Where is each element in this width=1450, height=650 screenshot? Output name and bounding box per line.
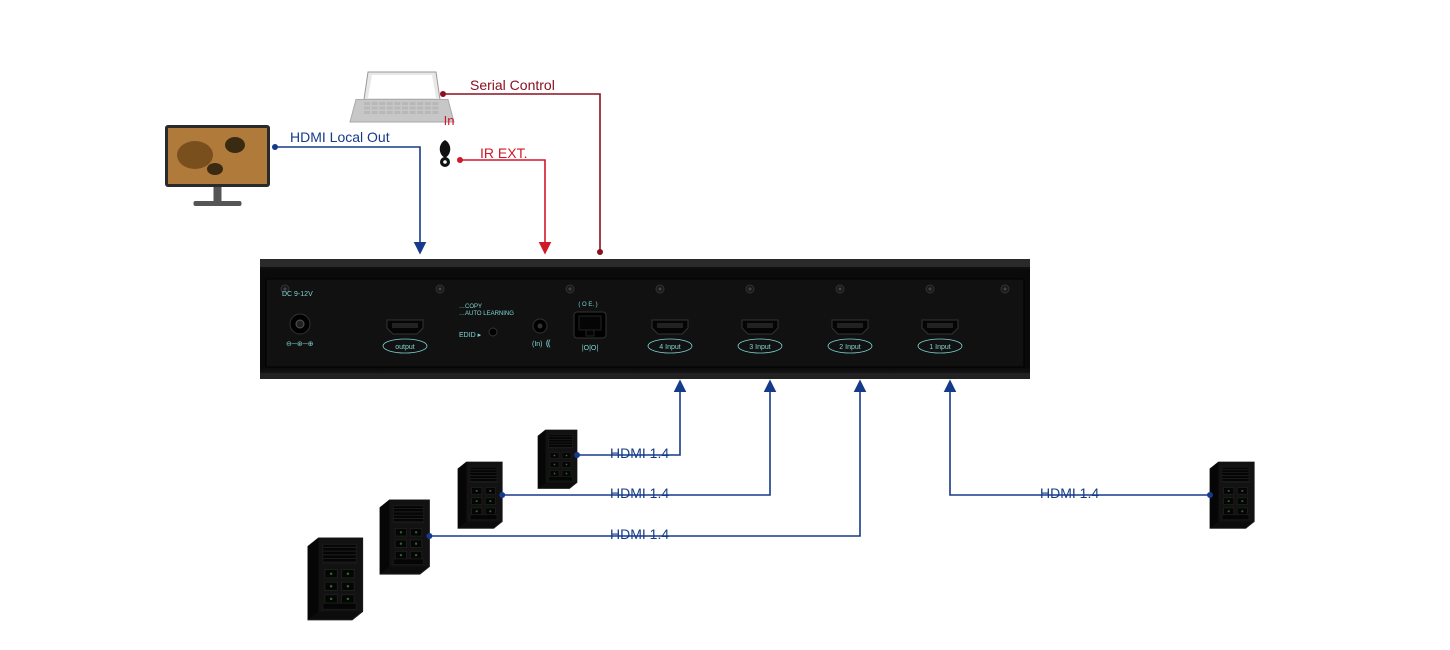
svg-text:2 Input: 2 Input <box>839 344 860 351</box>
edid-switch <box>489 328 497 336</box>
label-ir-ext: IR EXT. <box>480 145 527 161</box>
label-hdmi14-2: HDMI 1.4 <box>610 485 669 501</box>
label-hdmi-local-out: HDMI Local Out <box>290 129 390 145</box>
svg-text:…AUTO LEARNING: …AUTO LEARNING <box>459 311 514 317</box>
svg-text:⸨: ⸨ <box>546 338 551 348</box>
svg-text:…COPY: …COPY <box>459 304 482 310</box>
label-serial-control: Serial Control <box>470 77 555 93</box>
svg-text:1 Input: 1 Input <box>929 344 950 351</box>
svg-text:⊖─⊛─⊕: ⊖─⊛─⊕ <box>286 341 314 348</box>
svg-text:3 Input: 3 Input <box>749 344 770 351</box>
label-ir-in: In <box>444 113 455 128</box>
label-hdmi14-1: HDMI 1.4 <box>610 445 669 461</box>
label-hdmi14-3: HDMI 1.4 <box>610 526 669 542</box>
svg-text:|O|O|: |O|O| <box>582 345 599 352</box>
ir-sensor-icon <box>440 140 451 167</box>
dc-label: DC 9-12V <box>282 291 313 298</box>
svg-text:EDID ▸: EDID ▸ <box>459 332 482 339</box>
svg-text:output: output <box>395 344 415 351</box>
pc-tower-3 <box>380 500 429 574</box>
pc-tower-4 <box>308 538 363 620</box>
svg-text:4 Input: 4 Input <box>659 344 680 351</box>
pc-tower-2 <box>458 462 502 528</box>
label-hdmi14-4: HDMI 1.4 <box>1040 485 1099 501</box>
svg-text:( O E. ): ( O E. ) <box>578 302 597 308</box>
pc-tower-1 <box>538 430 577 489</box>
switch-device <box>260 259 1030 379</box>
pc-tower-5 <box>1210 462 1254 528</box>
svg-text:(In): (In) <box>532 341 543 348</box>
